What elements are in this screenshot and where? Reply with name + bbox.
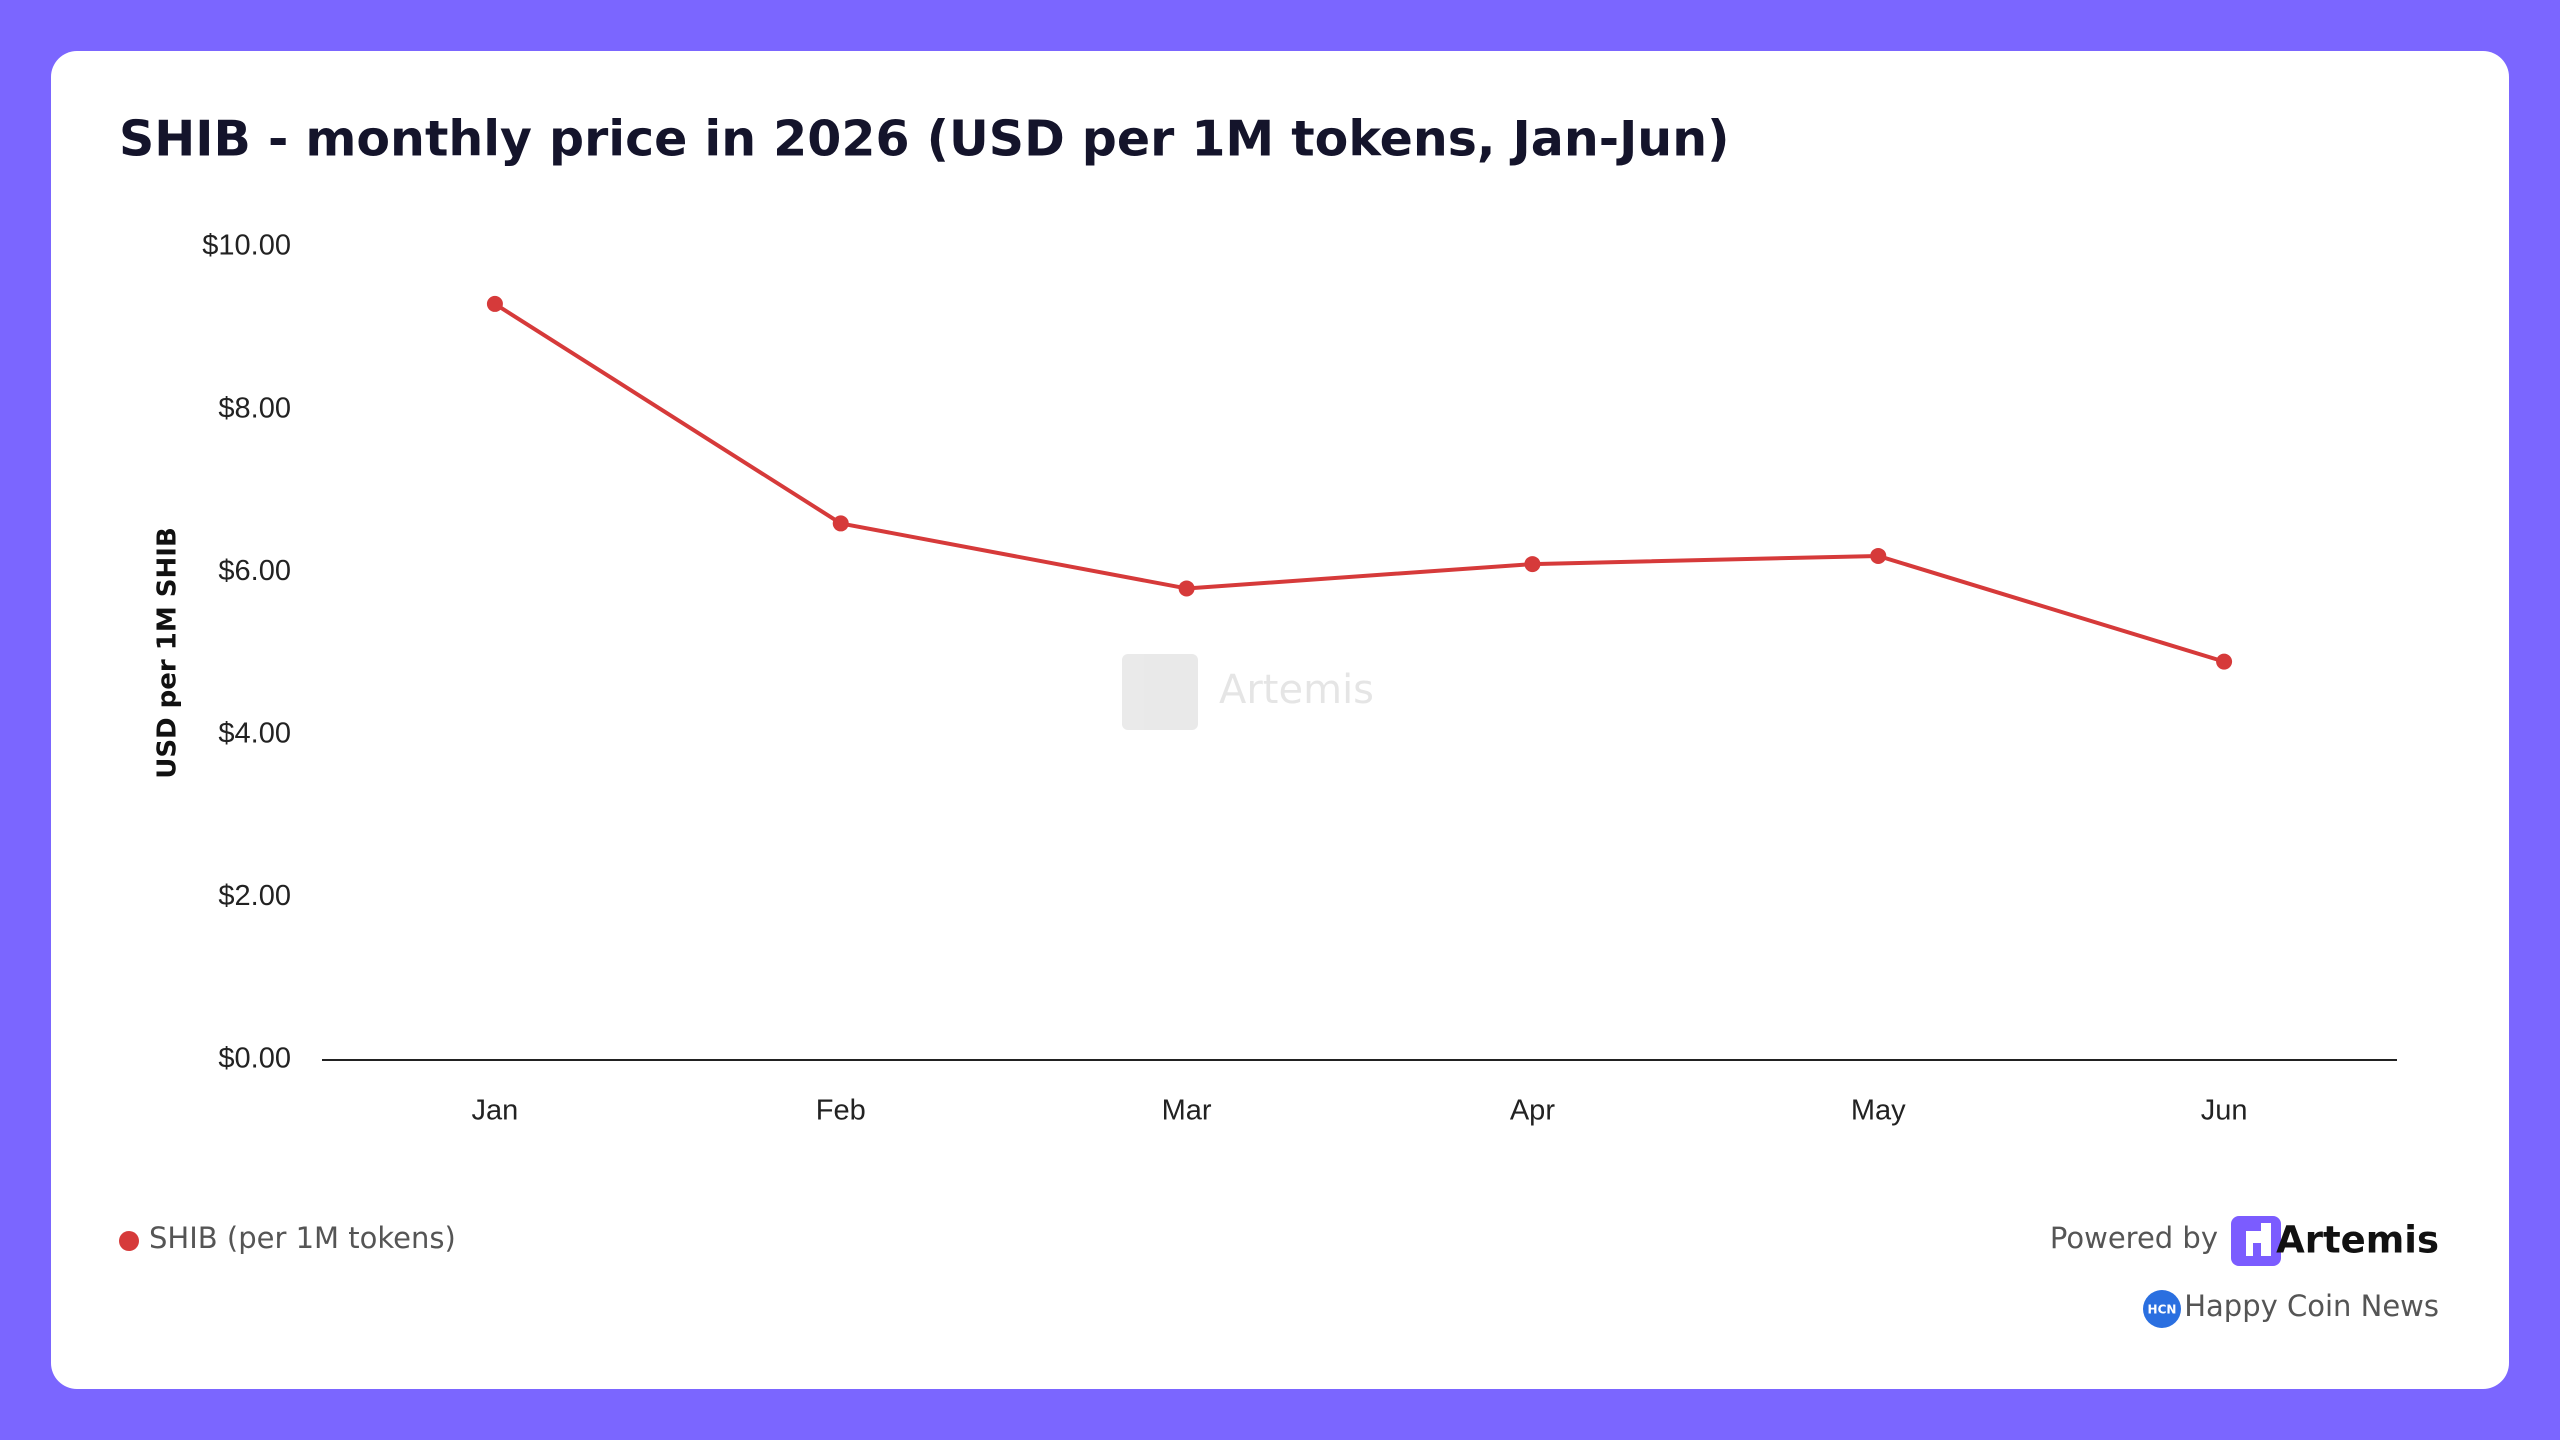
legend-marker xyxy=(119,1231,139,1251)
watermark-text: Artemis xyxy=(1219,667,1374,713)
y-tick-label: $8.00 xyxy=(218,392,291,424)
x-tick-label: Mar xyxy=(1162,1095,1212,1127)
watermark-logo xyxy=(1122,654,1198,730)
y-tick-label: $2.00 xyxy=(218,880,291,912)
source-logo-text: HCN xyxy=(2148,1303,2177,1317)
y-axis-label: USD per 1M SHIB xyxy=(153,527,183,779)
y-tick-label: $6.00 xyxy=(218,555,291,587)
point xyxy=(832,515,849,532)
y-tick-label: $10.00 xyxy=(202,230,291,262)
y-tick-label: $4.00 xyxy=(218,717,291,749)
x-tick-label: Apr xyxy=(1510,1095,1555,1127)
source-logo xyxy=(2143,1290,2181,1328)
chart: SHIB - monthly price in 2026 (USD per 1M… xyxy=(119,111,2439,1328)
point xyxy=(1870,547,1887,564)
chart-card: SHIB - monthly price in 2026 (USD per 1M… xyxy=(51,51,2509,1389)
brand-name: Artemis xyxy=(2276,1219,2439,1262)
point xyxy=(2216,653,2233,670)
x-tick-label: Jan xyxy=(472,1095,519,1127)
legend-label: SHIB (per 1M tokens) xyxy=(149,1221,456,1255)
point xyxy=(1524,556,1541,573)
x-tick-label: Feb xyxy=(816,1095,866,1127)
watermark: Artemis xyxy=(1122,654,1374,730)
artemis-logo-glyph xyxy=(2246,1223,2271,1256)
point xyxy=(1178,580,1195,597)
powered-by: Powered by xyxy=(2050,1221,2218,1255)
chart-title: SHIB - monthly price in 2026 (USD per 1M… xyxy=(119,111,1729,168)
x-tick-label: May xyxy=(1851,1095,1906,1127)
x-tick-label: Jun xyxy=(2201,1095,2248,1127)
y-tick-label: $0.00 xyxy=(218,1043,291,1075)
line xyxy=(493,302,2225,664)
point xyxy=(486,295,503,312)
source-name: Happy Coin News xyxy=(2184,1289,2439,1323)
